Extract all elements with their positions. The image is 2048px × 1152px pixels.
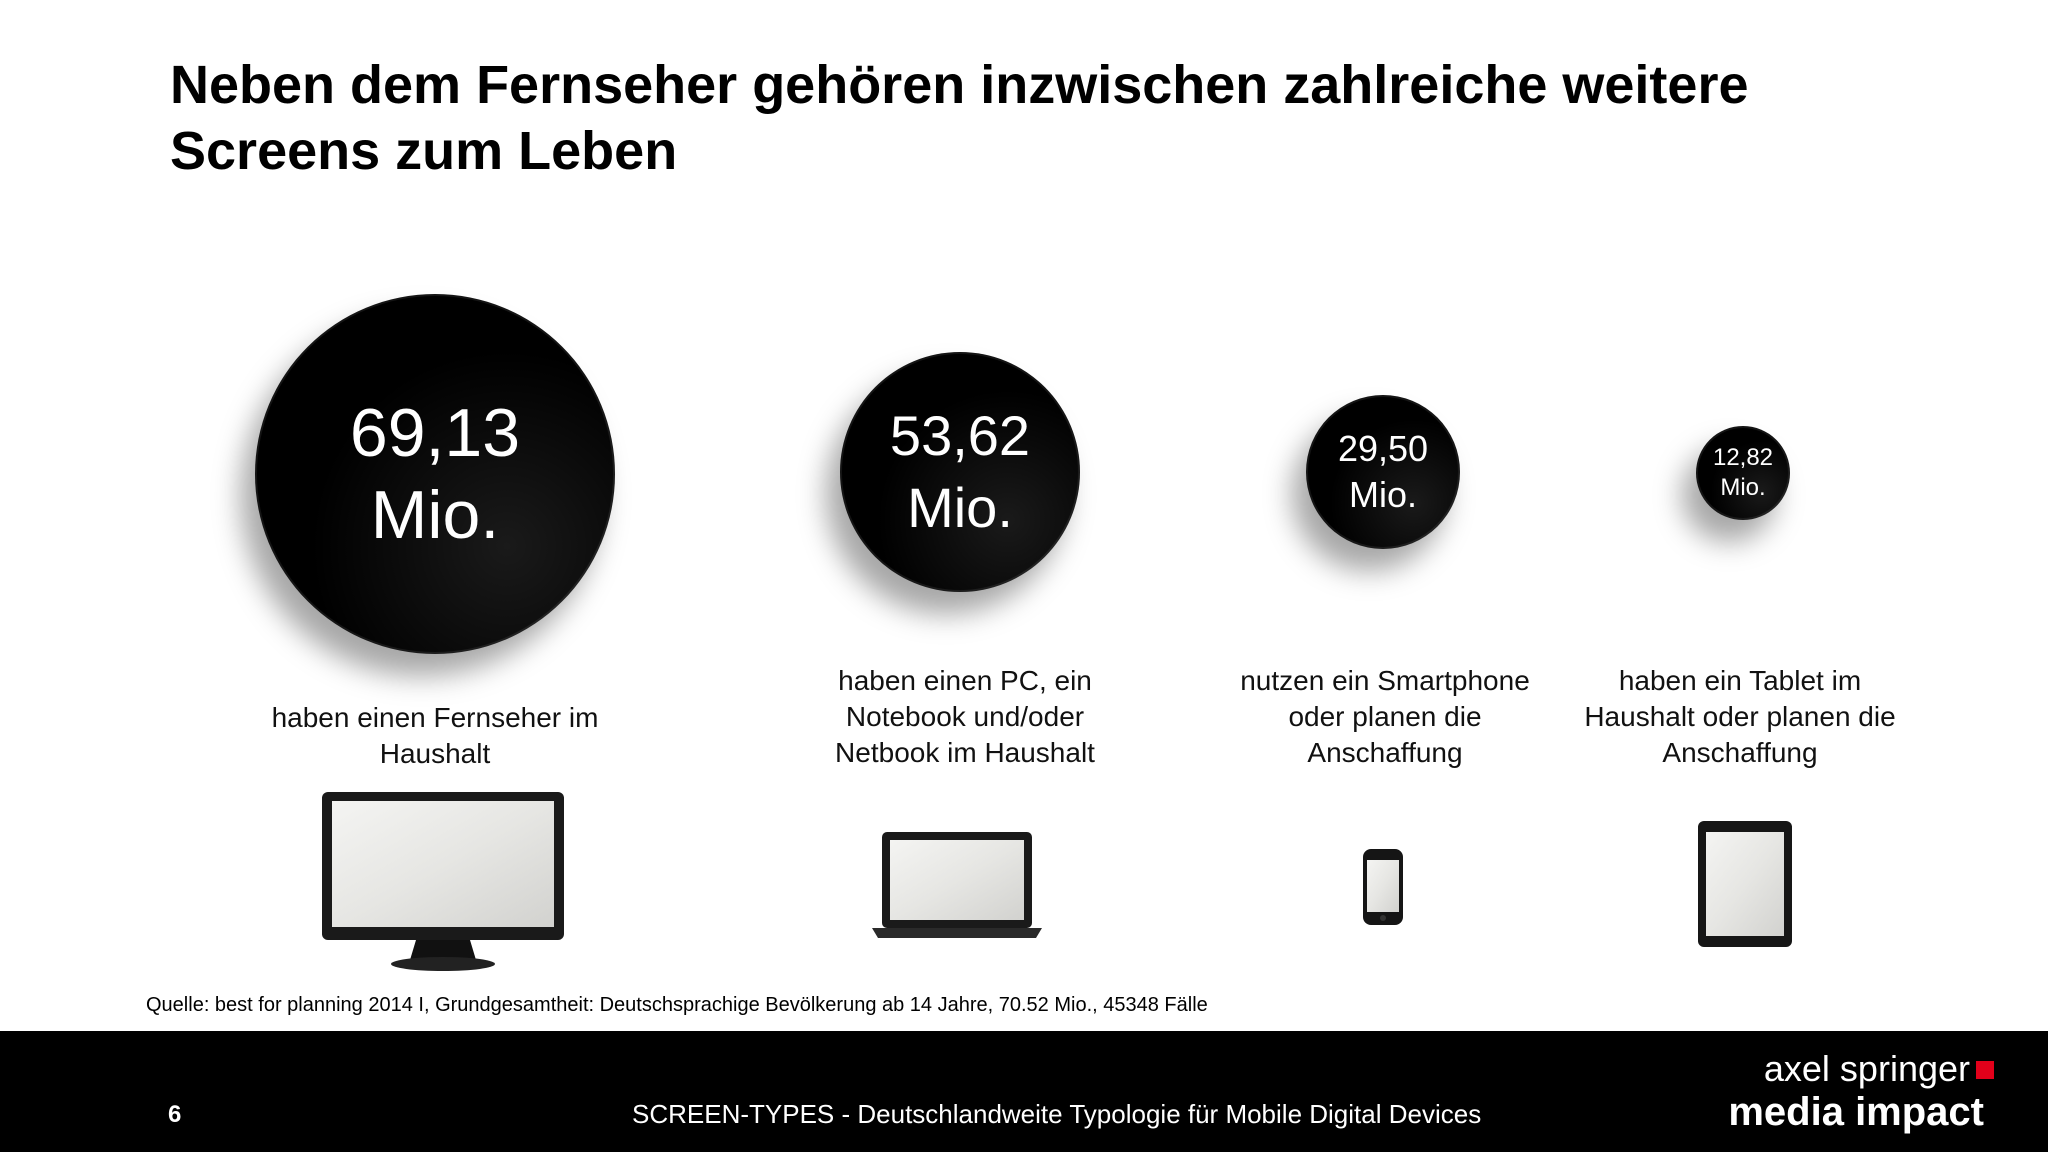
slide-title: Neben dem Fernseher gehören inzwischen z…	[170, 52, 1920, 184]
stat-bubble-tv: 69,13 Mio.	[255, 294, 615, 654]
stat-bubble-smartphone: 29,50 Mio.	[1306, 395, 1460, 549]
laptop-icon	[872, 832, 1042, 938]
title-line-1: Neben dem Fernseher gehören inzwischen z…	[170, 55, 1749, 115]
stat-value: 12,82	[1712, 444, 1774, 471]
stat-unit: Mio.	[1348, 474, 1417, 515]
brand-square-icon	[1976, 1061, 1994, 1079]
stat-description-smartphone: nutzen ein Smartphone oder planen die An…	[1240, 665, 1530, 768]
stat-bubble-pc: 53,62 Mio.	[840, 352, 1080, 592]
source-note: Quelle: best for planning 2014 I, Grundg…	[146, 994, 1208, 1016]
footer-bar: 6 SCREEN-TYPES - Deutschlandweite Typolo…	[0, 1031, 2048, 1152]
stat-bubble-tablet: 12,82 Mio.	[1696, 426, 1790, 520]
title-line-2: Screens zum Leben	[170, 121, 678, 181]
stat-description-pc: haben einen PC, ein Notebook und/oder Ne…	[835, 665, 1095, 768]
stat-description-tv: haben einen Fernseher im Haushalt	[271, 702, 599, 769]
smartphone-icon	[1363, 849, 1403, 925]
tv-icon	[322, 792, 564, 971]
stat-unit: Mio.	[1720, 474, 1766, 501]
brand-logo-line2: media impact	[1728, 1090, 1984, 1134]
tablet-icon	[1698, 821, 1792, 947]
stat-unit: Mio.	[907, 476, 1013, 539]
stat-value: 69,13	[349, 395, 521, 471]
stat-value: 29,50	[1337, 428, 1429, 469]
stat-unit: Mio.	[370, 477, 500, 553]
page-number: 6	[168, 1101, 182, 1128]
footer-title: SCREEN-TYPES - Deutschlandweite Typologi…	[632, 1099, 1482, 1129]
brand-name: axel springer	[1763, 1048, 1970, 1089]
stat-value: 53,62	[889, 404, 1031, 467]
brand-logo-line1: axel springer	[1764, 1049, 1994, 1089]
stat-description-tablet: haben ein Tablet im Haushalt oder planen…	[1584, 665, 1896, 768]
